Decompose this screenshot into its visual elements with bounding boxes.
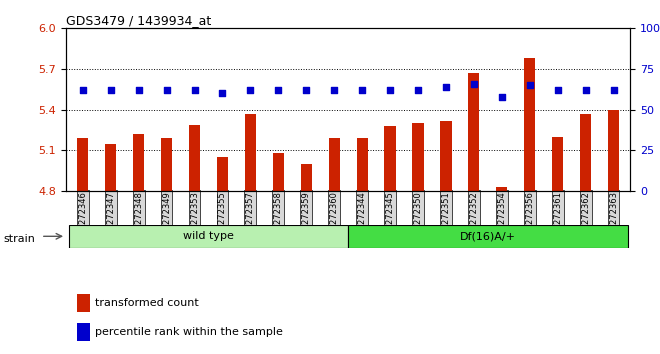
Point bbox=[525, 82, 535, 88]
Bar bbox=[161, 138, 172, 191]
Bar bbox=[412, 123, 424, 191]
Point bbox=[552, 87, 563, 93]
Bar bbox=[608, 110, 619, 191]
Bar bbox=[77, 295, 90, 312]
Point bbox=[357, 87, 368, 93]
Bar bbox=[348, 225, 628, 248]
Bar bbox=[217, 157, 228, 191]
Point bbox=[609, 87, 619, 93]
Point bbox=[496, 94, 507, 99]
Bar bbox=[385, 126, 395, 191]
Point bbox=[329, 87, 339, 93]
Bar bbox=[301, 164, 312, 191]
Bar bbox=[273, 153, 284, 191]
Text: percentile rank within the sample: percentile rank within the sample bbox=[95, 327, 283, 337]
Point bbox=[273, 87, 284, 93]
Bar bbox=[133, 134, 145, 191]
Bar bbox=[245, 114, 256, 191]
Point bbox=[580, 87, 591, 93]
Bar bbox=[552, 137, 563, 191]
Point bbox=[412, 87, 423, 93]
Point bbox=[77, 87, 88, 93]
Point bbox=[441, 84, 451, 90]
Point bbox=[133, 87, 144, 93]
Point bbox=[245, 87, 255, 93]
Text: GDS3479 / 1439934_at: GDS3479 / 1439934_at bbox=[66, 14, 211, 27]
Bar bbox=[496, 187, 508, 191]
Point bbox=[301, 87, 312, 93]
Point bbox=[469, 81, 479, 86]
Point bbox=[217, 91, 228, 96]
Bar bbox=[189, 125, 200, 191]
Point bbox=[385, 87, 395, 93]
Text: wild type: wild type bbox=[183, 231, 234, 241]
Text: transformed count: transformed count bbox=[95, 298, 199, 308]
Bar bbox=[356, 138, 368, 191]
Bar bbox=[69, 225, 348, 248]
Bar bbox=[524, 58, 535, 191]
Point bbox=[189, 87, 200, 93]
Bar bbox=[77, 138, 88, 191]
Bar bbox=[469, 73, 479, 191]
Point bbox=[161, 87, 172, 93]
Bar bbox=[77, 323, 90, 341]
Bar bbox=[440, 121, 451, 191]
Bar bbox=[105, 144, 116, 191]
Point bbox=[106, 87, 116, 93]
Bar bbox=[329, 138, 340, 191]
Bar bbox=[580, 114, 591, 191]
Text: Df(16)A/+: Df(16)A/+ bbox=[460, 231, 516, 241]
Text: strain: strain bbox=[3, 234, 35, 244]
